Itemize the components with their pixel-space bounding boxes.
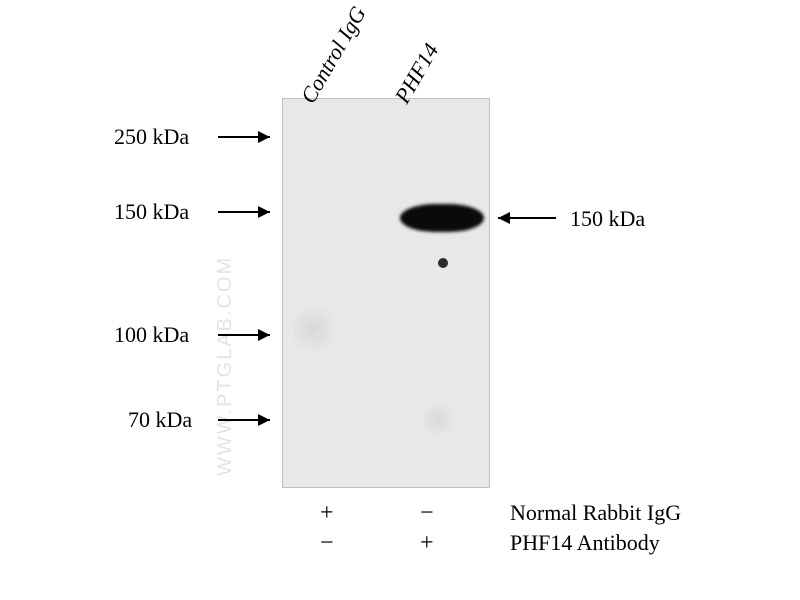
lane1-sign: − (320, 530, 334, 557)
marker-label: 150 kDa (114, 199, 189, 225)
western-blot-figure: WWW.PTGLAB.COM Control IgGPHF14 250 kDa1… (0, 0, 800, 600)
lane2-sign: + (420, 530, 434, 557)
phf14-band (400, 204, 484, 232)
arrow-icon (216, 125, 284, 149)
marker-label: 250 kDa (114, 124, 189, 150)
minor-spot (438, 258, 448, 268)
band-size-label: 150 kDa (570, 206, 645, 232)
marker-label: 70 kDa (128, 407, 192, 433)
watermark-text: WWW.PTGLAB.COM (214, 256, 237, 476)
marker-label: 100 kDa (114, 322, 189, 348)
antibody-label: Normal Rabbit IgG (510, 500, 681, 526)
noise-patch (423, 399, 453, 439)
arrow-icon (216, 200, 284, 224)
blot-membrane (282, 98, 490, 488)
arrow-icon (496, 206, 570, 230)
lane2-sign: − (420, 500, 434, 527)
arrow-icon (216, 408, 284, 432)
arrow-icon (216, 323, 284, 347)
antibody-label: PHF14 Antibody (510, 530, 660, 556)
noise-patch (293, 299, 333, 359)
lane-label: Control IgG (295, 2, 371, 108)
lane1-sign: + (320, 500, 334, 527)
